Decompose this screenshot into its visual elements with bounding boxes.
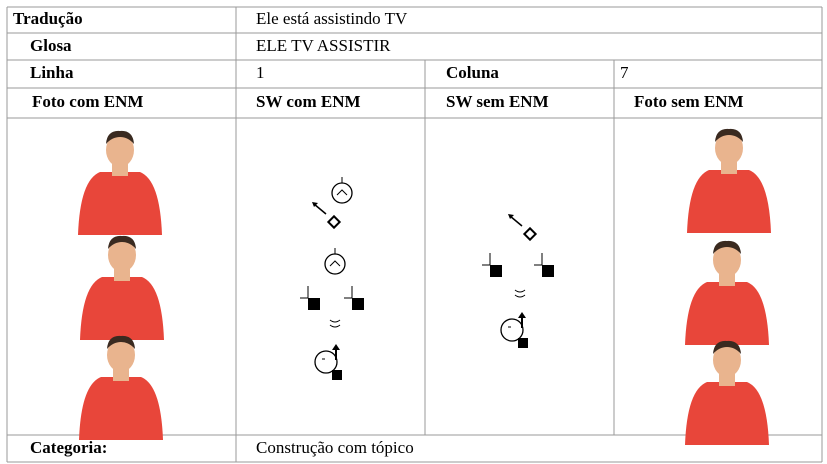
photos-without-enm	[685, 128, 771, 445]
cell-value: ELE TV ASSISTIR	[256, 36, 391, 55]
cell-value: Construção com tópico	[256, 438, 414, 457]
cell-value: 1	[256, 63, 265, 82]
cell-label: Glosa	[30, 36, 72, 55]
cell-label: Categoria:	[30, 438, 107, 457]
cell-value: Ele está assistindo TV	[256, 9, 408, 28]
cell-value: 7	[620, 63, 629, 82]
signwriting-without-enm	[481, 213, 555, 349]
column-header: SW com ENM	[256, 92, 361, 111]
cell-label: Coluna	[446, 63, 499, 82]
column-header: Foto sem ENM	[634, 92, 744, 111]
cell-label: Linha	[30, 63, 74, 82]
column-header: SW sem ENM	[446, 92, 549, 111]
column-header: Foto com ENM	[32, 92, 143, 111]
signwriting-with-enm	[299, 176, 365, 381]
photos-with-enm	[78, 130, 164, 440]
cell-label: Tradução	[13, 9, 83, 28]
